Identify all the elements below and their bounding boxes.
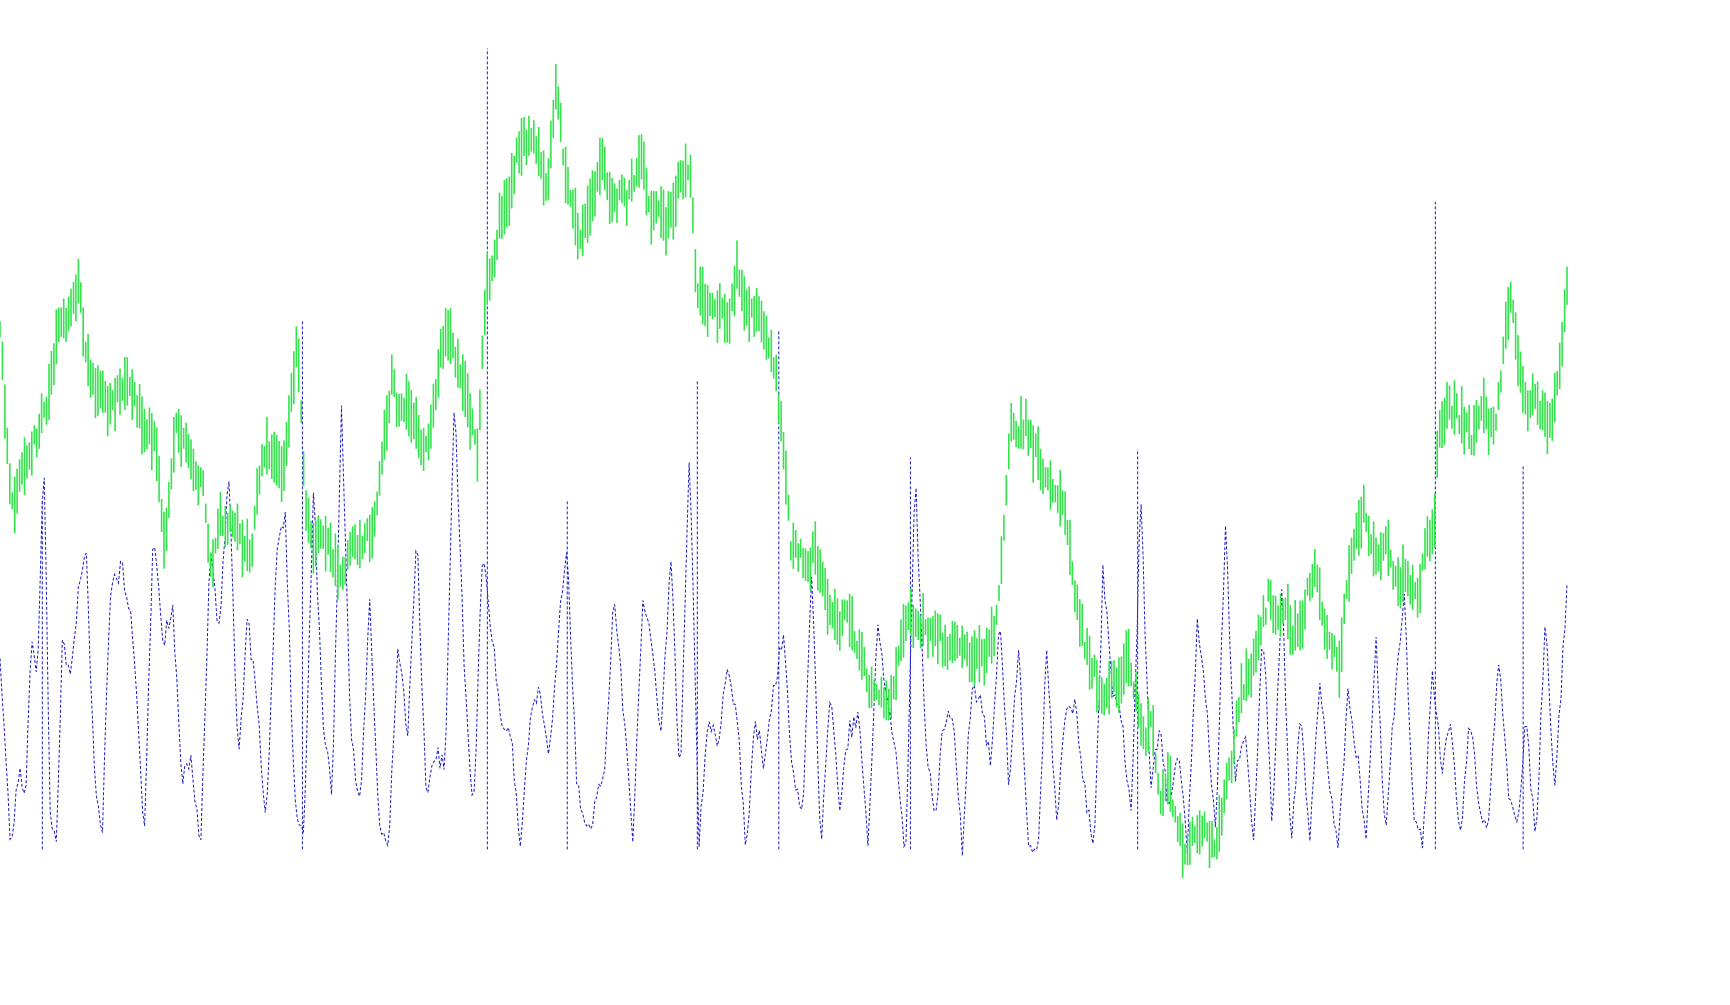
indicator-line (0, 405, 1568, 856)
indicator-series (0, 48, 1568, 856)
price-series (0, 63, 1568, 878)
price-bars (0, 63, 1568, 878)
